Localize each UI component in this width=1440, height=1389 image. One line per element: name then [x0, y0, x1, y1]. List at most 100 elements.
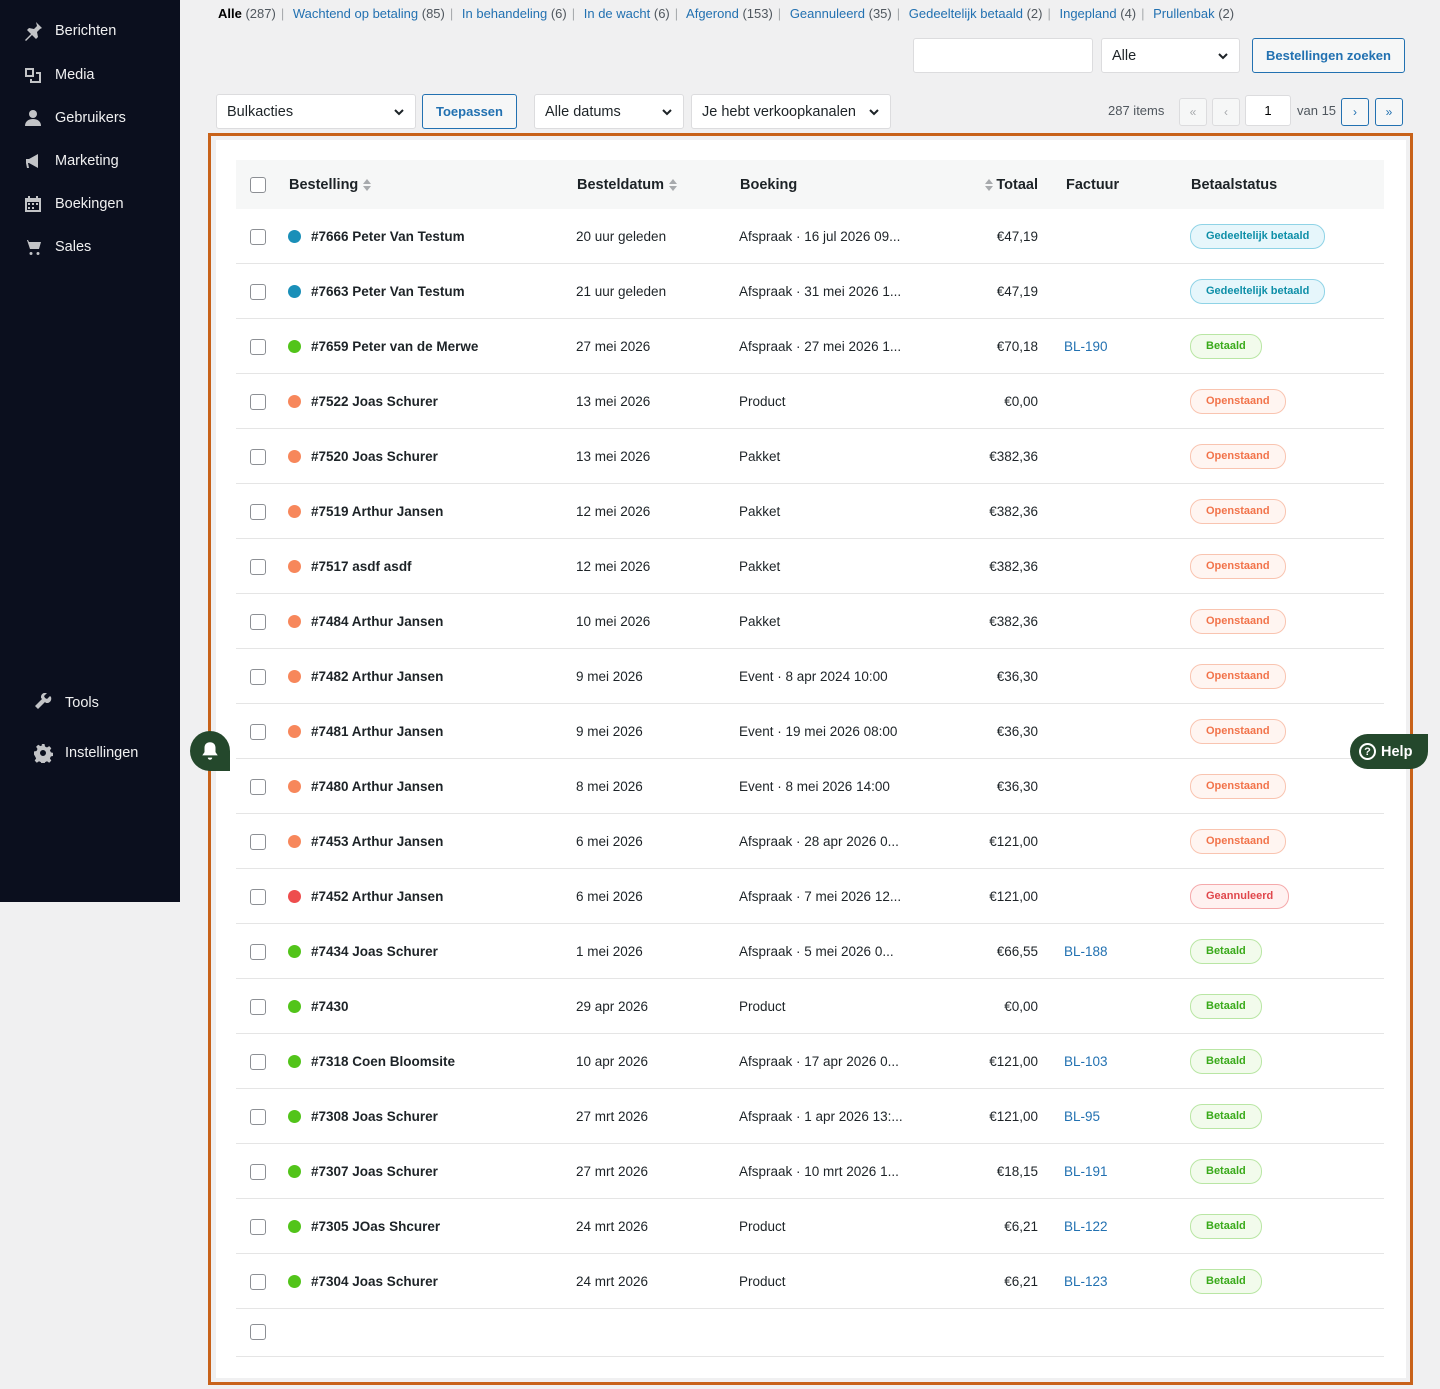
filter-on-hold[interactable]: In de wacht — [583, 6, 651, 21]
row-checkbox[interactable] — [250, 1108, 266, 1125]
table-row[interactable]: #7520 Joas Schurer 13 mei 2026 Pakket €382,… — [236, 429, 1384, 484]
row-checkbox[interactable] — [250, 723, 266, 740]
row-checkbox[interactable] — [250, 503, 266, 520]
bulk-actions-select[interactable]: Bulkacties — [216, 94, 416, 129]
search-orders-button[interactable]: Bestellingen zoeken — [1252, 38, 1405, 73]
order-link[interactable]: #7304 Joas Schurer — [288, 1254, 438, 1309]
column-order[interactable]: Bestelling — [289, 160, 372, 209]
order-link[interactable]: #7480 Arthur Jansen — [288, 759, 443, 814]
order-link[interactable]: #7522 Joas Schurer — [288, 374, 438, 429]
column-date[interactable]: Besteldatum — [577, 160, 678, 209]
search-type-select[interactable]: Alle — [1101, 38, 1240, 73]
help-button[interactable]: ? Help — [1350, 734, 1428, 769]
order-link[interactable]: #7659 Peter van de Merwe — [288, 319, 478, 374]
invoice-link[interactable]: BL-191 — [1064, 1164, 1108, 1179]
invoice-link[interactable]: BL-95 — [1064, 1109, 1101, 1124]
row-checkbox[interactable] — [250, 228, 266, 245]
invoice-link[interactable]: BL-122 — [1064, 1219, 1108, 1234]
table-row[interactable]: #7453 Arthur Jansen 6 mei 2026 Afspraak · … — [236, 814, 1384, 869]
invoice-link[interactable]: BL-188 — [1064, 944, 1108, 959]
checkbox-cell[interactable] — [250, 374, 266, 429]
filter-awaiting-payment[interactable]: Wachtend op betaling — [292, 6, 419, 21]
table-row[interactable]: #7308 Joas Schurer 27 mrt 2026 Afspraak · … — [236, 1089, 1384, 1144]
order-link[interactable]: #7482 Arthur Jansen — [288, 649, 443, 704]
table-row[interactable]: #7482 Arthur Jansen 9 mei 2026 Event · 8 a… — [236, 649, 1384, 704]
table-row[interactable]: #7430 29 apr 2026 Product €0,00 Betaald — [236, 979, 1384, 1034]
row-checkbox[interactable] — [250, 1218, 266, 1235]
last-page-button[interactable]: » — [1375, 98, 1403, 126]
next-page-button[interactable]: › — [1341, 98, 1369, 126]
table-row[interactable]: #7517 asdf asdf 12 mei 2026 Pakket €382,36 O… — [236, 539, 1384, 594]
dates-select[interactable]: Alle datums — [534, 94, 684, 129]
table-row[interactable]: #7519 Arthur Jansen 12 mei 2026 Pakket €382… — [236, 484, 1384, 539]
table-row[interactable]: #7480 Arthur Jansen 8 mei 2026 Event · 8 m… — [236, 759, 1384, 814]
table-row[interactable]: #7307 Joas Schurer 27 mrt 2026 Afspraak · … — [236, 1144, 1384, 1199]
filter-all[interactable]: Alle — [218, 6, 242, 21]
table-row[interactable]: #7305 JOas Shcurer 24 mrt 2026 Product €6,2… — [236, 1199, 1384, 1254]
select-all-checkbox-cell[interactable] — [250, 160, 266, 209]
checkbox-cell[interactable] — [250, 1254, 266, 1309]
row-checkbox[interactable] — [250, 1273, 266, 1290]
sidebar-item-media[interactable]: Media — [22, 64, 95, 86]
column-total[interactable]: Totaal — [985, 160, 1038, 209]
sales-channels-select[interactable]: Je hebt verkoopkanalen — [691, 94, 891, 129]
table-row[interactable]: #7481 Arthur Jansen 9 mei 2026 Event · 19 … — [236, 704, 1384, 759]
order-link[interactable]: #7520 Joas Schurer — [288, 429, 438, 484]
sidebar-item-sales[interactable]: Sales — [22, 236, 91, 258]
sidebar-item-instellingen[interactable]: Instellingen — [32, 742, 138, 764]
checkbox-cell[interactable] — [250, 264, 266, 319]
filter-scheduled[interactable]: Ingepland — [1059, 6, 1117, 21]
order-link[interactable]: #7484 Arthur Jansen — [288, 594, 443, 649]
checkbox-cell[interactable] — [250, 1144, 266, 1199]
checkbox-cell[interactable] — [250, 1034, 266, 1089]
checkbox-cell[interactable] — [250, 759, 266, 814]
table-row[interactable]: #7318 Coen Bloomsite 10 apr 2026 Afspraak … — [236, 1034, 1384, 1089]
order-link[interactable]: #7430 — [288, 979, 349, 1034]
invoice-link[interactable]: BL-190 — [1064, 339, 1108, 354]
checkbox-cell[interactable] — [250, 539, 266, 594]
table-row[interactable]: #7304 Joas Schurer 24 mrt 2026 Product €6,2… — [236, 1254, 1384, 1309]
row-checkbox[interactable] — [250, 833, 266, 850]
order-link[interactable]: #7663 Peter Van Testum — [288, 264, 465, 319]
current-page-input[interactable] — [1245, 95, 1291, 126]
checkbox-cell[interactable] — [250, 1199, 266, 1254]
row-checkbox[interactable] — [250, 558, 266, 575]
checkbox-cell[interactable] — [250, 704, 266, 759]
checkbox-cell[interactable] — [250, 484, 266, 539]
table-row[interactable]: #7663 Peter Van Testum 21 uur geleden Afsp… — [236, 264, 1384, 319]
table-row[interactable]: #7659 Peter van de Merwe 27 mei 2026 Afspr… — [236, 319, 1384, 374]
row-checkbox[interactable] — [250, 943, 266, 960]
checkbox-cell[interactable] — [250, 429, 266, 484]
sidebar-item-marketing[interactable]: Marketing — [22, 150, 119, 172]
row-checkbox[interactable] — [250, 338, 266, 355]
sidebar-item-gebruikers[interactable]: Gebruikers — [22, 107, 126, 129]
select-all-checkbox[interactable] — [250, 176, 266, 193]
row-checkbox[interactable] — [250, 283, 266, 300]
order-link[interactable]: #7666 Peter Van Testum — [288, 209, 465, 264]
checkbox-cell[interactable] — [250, 594, 266, 649]
sidebar-item-boekingen[interactable]: Boekingen — [22, 193, 124, 215]
order-link[interactable]: #7519 Arthur Jansen — [288, 484, 443, 539]
order-link[interactable]: #7434 Joas Schurer — [288, 924, 438, 979]
row-checkbox[interactable] — [250, 1163, 266, 1180]
search-input[interactable] — [913, 38, 1093, 73]
checkbox-cell[interactable] — [250, 814, 266, 869]
order-link[interactable]: #7517 asdf asdf — [288, 539, 412, 594]
table-row[interactable]: #7434 Joas Schurer 1 mei 2026 Afspraak · 5… — [236, 924, 1384, 979]
order-link[interactable]: #7453 Arthur Jansen — [288, 814, 443, 869]
table-row[interactable]: #7666 Peter Van Testum 20 uur geleden Afsp… — [236, 209, 1384, 264]
order-link[interactable]: #7308 Joas Schurer — [288, 1089, 438, 1144]
row-checkbox[interactable] — [250, 778, 266, 795]
row-checkbox[interactable] — [250, 393, 266, 410]
sidebar-item-tools[interactable]: Tools — [32, 692, 99, 714]
row-checkbox[interactable] — [250, 1053, 266, 1070]
row-checkbox[interactable] — [250, 613, 266, 630]
invoice-link[interactable]: BL-103 — [1064, 1054, 1108, 1069]
sidebar-item-berichten[interactable]: Berichten — [22, 20, 116, 42]
checkbox-cell[interactable] — [250, 979, 266, 1034]
notifications-button[interactable] — [190, 731, 230, 771]
checkbox-cell[interactable] — [250, 1089, 266, 1144]
order-link[interactable]: #7481 Arthur Jansen — [288, 704, 443, 759]
row-checkbox[interactable] — [250, 888, 266, 905]
checkbox-cell[interactable] — [250, 924, 266, 979]
